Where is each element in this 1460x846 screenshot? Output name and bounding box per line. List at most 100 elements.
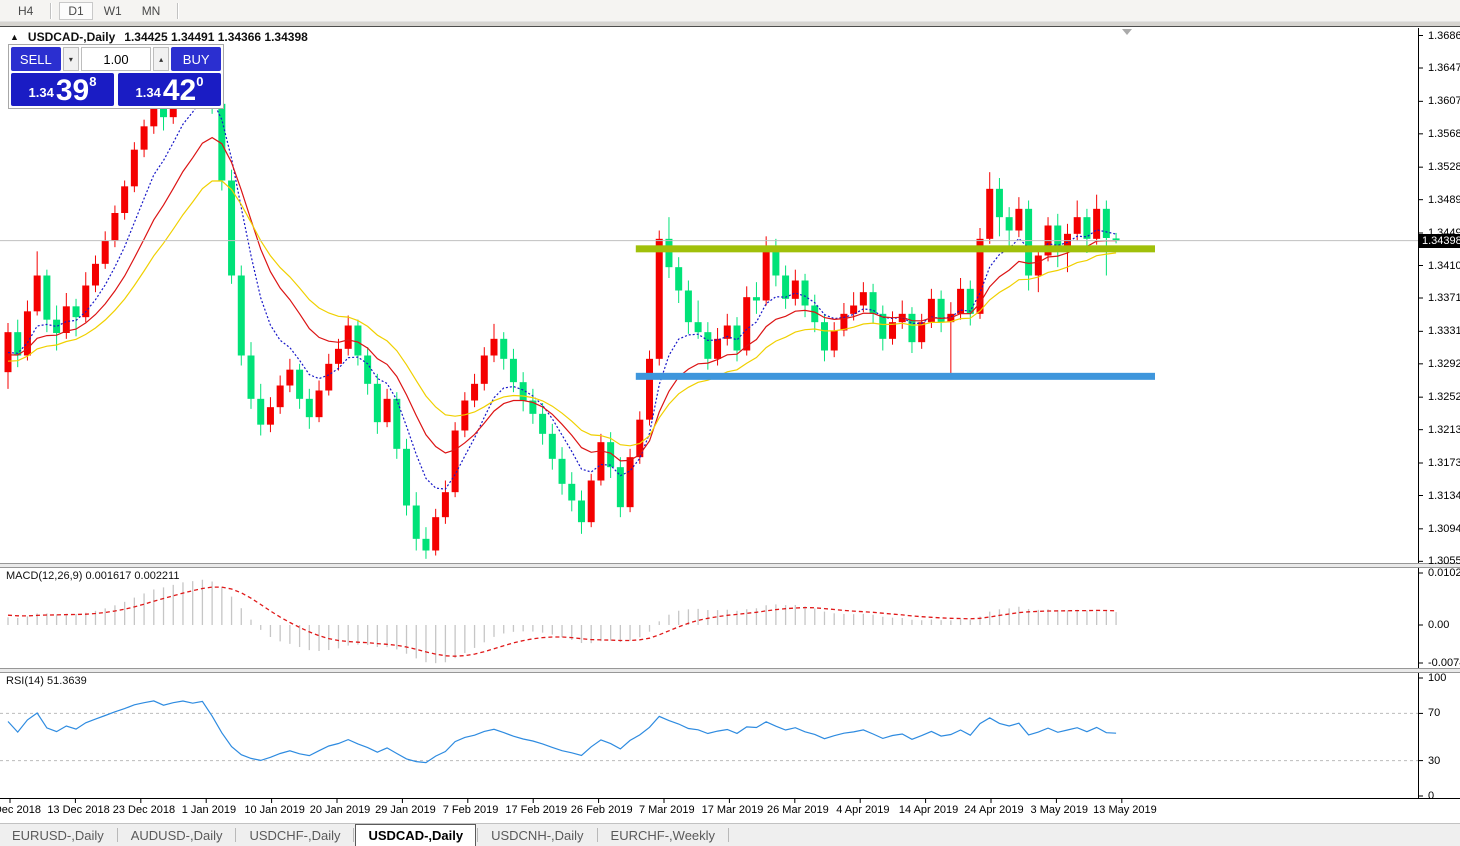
tab-usdcnh-daily[interactable]: USDCNH-,Daily bbox=[491, 827, 584, 843]
resistance-line bbox=[635, 245, 1155, 253]
price-tick-label: 1.34890 bbox=[1428, 193, 1460, 206]
candle-body bbox=[616, 467, 624, 508]
candle-body bbox=[723, 325, 731, 339]
candle-body bbox=[782, 275, 790, 299]
candle-body bbox=[140, 126, 148, 150]
tab-separator bbox=[235, 828, 237, 842]
price-tick-label: 1.36470 bbox=[1428, 62, 1460, 74]
chart-tabs-bar: EURUSD-,Daily AUDUSD-,Daily USDCHF-,Dail… bbox=[0, 823, 1460, 846]
ma-slow-line bbox=[7, 180, 1117, 447]
candle-body bbox=[568, 483, 576, 501]
candle-body bbox=[354, 325, 362, 356]
sell-price-big: 39 bbox=[55, 74, 90, 107]
macd-signal-line bbox=[7, 586, 1117, 657]
symbol-title: USDCAD-,Daily bbox=[27, 30, 116, 44]
date-tick-label: 29 Jan 2019 bbox=[375, 804, 436, 816]
candle-body bbox=[393, 398, 401, 449]
candle-body bbox=[228, 180, 236, 276]
candle-body bbox=[1034, 255, 1042, 276]
candle-body bbox=[286, 369, 294, 386]
collapse-icon[interactable]: ▲ bbox=[10, 32, 19, 42]
candle-body bbox=[412, 505, 420, 539]
toolbar-separator bbox=[50, 2, 52, 19]
candle-body bbox=[607, 442, 615, 468]
ma-medium-line bbox=[7, 136, 1117, 462]
price-tick-label: 1.31730 bbox=[1428, 457, 1460, 469]
tab-usdchf-daily[interactable]: USDCHF-,Daily bbox=[249, 827, 341, 843]
tab-eurusd-daily[interactable]: EURUSD-,Daily bbox=[12, 827, 104, 843]
candle-body bbox=[218, 103, 226, 181]
candle-body bbox=[626, 457, 634, 508]
date-tick-label: 23 Dec 2018 bbox=[112, 804, 176, 816]
timeframe-mn-button[interactable]: MN bbox=[141, 3, 161, 18]
candle-body bbox=[859, 292, 867, 306]
macd-label: MACD(12,26,9) 0.001617 0.002211 bbox=[6, 570, 180, 582]
buy-button[interactable]: BUY bbox=[171, 47, 221, 71]
price-tick-label: 1.34100 bbox=[1428, 259, 1460, 272]
candle-body bbox=[655, 238, 663, 359]
tab-eurchf-weekly[interactable]: EURCHF-,Weekly bbox=[610, 827, 716, 843]
toolbar-separator bbox=[177, 2, 179, 19]
candle-body bbox=[986, 188, 994, 239]
timeframe-w1-button[interactable]: W1 bbox=[103, 3, 122, 18]
candle-body bbox=[869, 292, 877, 314]
sell-price-prefix: 1.34 bbox=[28, 85, 54, 100]
rsi-scale-label: 70 bbox=[1428, 707, 1441, 720]
macd-scale-label: 0.00 bbox=[1428, 619, 1450, 631]
candle-body bbox=[519, 382, 527, 401]
candle-body bbox=[704, 332, 712, 359]
candle-body bbox=[130, 149, 138, 187]
candle-body bbox=[995, 188, 1003, 218]
timeframe-d1-button[interactable]: D1 bbox=[59, 1, 93, 20]
candle-body bbox=[752, 297, 760, 301]
tab-usdcad-daily[interactable]: USDCAD-,Daily bbox=[355, 824, 477, 846]
candle-body bbox=[889, 322, 897, 339]
volume-increase-button[interactable]: ▴ bbox=[153, 47, 170, 71]
candle-body bbox=[820, 322, 828, 351]
buy-price-prefix: 1.34 bbox=[135, 85, 161, 100]
price-tick-label: 1.33710 bbox=[1428, 292, 1460, 304]
candle-body bbox=[646, 358, 654, 420]
candle-body bbox=[548, 433, 556, 459]
candle-body bbox=[636, 419, 644, 458]
rsi-pane-splitter[interactable] bbox=[0, 668, 1460, 673]
date-tick-label: 17 Feb 2019 bbox=[505, 804, 568, 816]
date-tick-label: 24 Apr 2019 bbox=[964, 804, 1024, 816]
timeframe-h4-button[interactable]: H4 bbox=[18, 3, 34, 18]
candle-body bbox=[325, 363, 333, 391]
date-tick-label: 4 Dec 2018 bbox=[0, 804, 41, 816]
candle-body bbox=[743, 297, 751, 351]
buy-price-display[interactable]: 1.34 42 0 bbox=[118, 73, 221, 106]
buy-price-sup: 0 bbox=[196, 74, 204, 89]
candle-body bbox=[694, 322, 702, 333]
tab-audusd-daily[interactable]: AUDUSD-,Daily bbox=[130, 827, 223, 843]
date-tick-label: 10 Jan 2019 bbox=[244, 804, 305, 816]
candle-body bbox=[315, 390, 323, 418]
candle-body bbox=[762, 248, 770, 301]
date-tick-label: 3 May 2019 bbox=[1030, 804, 1089, 816]
date-tick-label: 7 Mar 2019 bbox=[638, 804, 695, 816]
price-tick-label: 1.36860 bbox=[1428, 29, 1460, 42]
volume-decrease-button[interactable]: ▾ bbox=[62, 47, 79, 71]
sell-price-sup: 8 bbox=[89, 74, 97, 89]
price-tick-label: 1.32920 bbox=[1428, 357, 1460, 370]
candle-body bbox=[1093, 208, 1101, 239]
rsi-scale-label: 100 bbox=[1428, 672, 1447, 684]
sell-button[interactable]: SELL bbox=[11, 47, 61, 71]
timeframe-toolbar: H4 D1 W1 MN bbox=[0, 0, 1460, 22]
candle-body bbox=[966, 288, 974, 314]
sell-price-display[interactable]: 1.34 39 8 bbox=[11, 73, 114, 106]
candle-body bbox=[1005, 217, 1013, 231]
volume-input[interactable] bbox=[81, 47, 151, 71]
candle-body bbox=[72, 306, 80, 318]
macd-pane-splitter[interactable] bbox=[0, 563, 1460, 568]
price-tick-label: 1.32130 bbox=[1428, 423, 1460, 436]
date-tick-label: 13 Dec 2018 bbox=[47, 804, 110, 816]
date-tick-label: 20 Jan 2019 bbox=[309, 804, 371, 816]
candle-body bbox=[121, 186, 129, 213]
candle-body bbox=[539, 413, 547, 434]
price-tick-label: 1.32520 bbox=[1428, 391, 1460, 404]
price-tick-label: 1.33310 bbox=[1428, 325, 1460, 338]
candle-body bbox=[296, 369, 304, 399]
